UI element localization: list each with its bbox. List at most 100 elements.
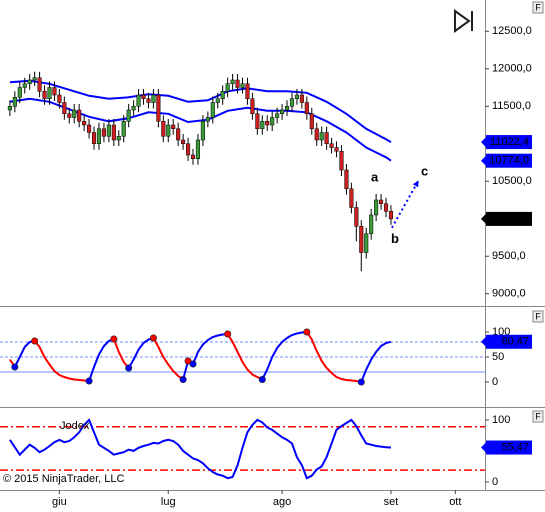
y-tick-label: 100 xyxy=(492,414,510,426)
oscillator-line xyxy=(88,338,115,382)
x-tick-label: giu xyxy=(52,496,67,508)
trough-dot xyxy=(189,360,197,368)
candle-body xyxy=(369,214,374,234)
candle-body xyxy=(324,132,329,144)
oscillator-line xyxy=(192,333,228,365)
annotation: b xyxy=(391,231,399,246)
oscillator-line xyxy=(226,333,263,381)
last-value-pointer xyxy=(481,442,486,453)
peak-dot xyxy=(303,328,311,336)
candle-body xyxy=(101,128,106,137)
candle-body xyxy=(136,94,141,107)
candle-body xyxy=(289,98,295,107)
candle-body xyxy=(205,117,210,122)
trough-dot xyxy=(11,363,19,371)
candle-body xyxy=(329,143,334,148)
candle-body xyxy=(235,79,240,88)
last-value-label: 80,47 xyxy=(501,336,529,348)
candle-body xyxy=(166,124,171,137)
candle-body xyxy=(106,124,111,137)
candle-body xyxy=(260,121,265,129)
candle-body xyxy=(156,94,161,122)
last-value-box xyxy=(486,153,532,168)
candle-body xyxy=(354,207,359,227)
candle-body xyxy=(195,139,201,159)
last-value-pointer xyxy=(481,336,486,347)
candle-body xyxy=(230,79,235,84)
y-tick-label: 0 xyxy=(492,476,498,488)
last-value-label: 9998,0 xyxy=(495,213,529,225)
panel-button-label[interactable]: F xyxy=(535,411,541,421)
candle-body xyxy=(47,87,52,99)
candle-body xyxy=(309,113,314,129)
last-value-box xyxy=(486,211,532,226)
candle-body xyxy=(111,124,116,141)
candle-body xyxy=(270,117,275,126)
last-value-pointer xyxy=(481,137,486,148)
play-button[interactable] xyxy=(454,9,473,33)
candle-body xyxy=(176,128,181,141)
candle-body xyxy=(12,97,17,107)
oscillator-line xyxy=(261,331,307,380)
last-value-box xyxy=(486,334,532,349)
candle-body xyxy=(359,226,364,253)
y-tick-label: 11500,0 xyxy=(492,100,531,112)
candle-body xyxy=(96,128,102,144)
arrow-head xyxy=(412,180,419,188)
x-tick-label: lug xyxy=(161,496,176,508)
trough-dot xyxy=(125,364,133,372)
candle-body xyxy=(294,94,299,99)
panel-button[interactable] xyxy=(532,1,544,14)
y-tick-label: 12000,0 xyxy=(492,63,532,75)
candle-body xyxy=(151,94,156,103)
oscillator-line xyxy=(360,340,392,383)
candle-body xyxy=(146,98,151,103)
candle-body xyxy=(344,169,349,189)
candle-body xyxy=(319,132,324,141)
candle-body xyxy=(7,106,12,111)
panel-button-label[interactable]: F xyxy=(535,2,541,12)
candle-body xyxy=(334,147,339,152)
candle-body xyxy=(250,98,255,114)
y-tick-label: 9000,0 xyxy=(492,288,526,300)
band-line xyxy=(9,79,392,143)
panel-button-label[interactable]: F xyxy=(535,311,541,321)
candle-body xyxy=(383,203,389,212)
last-value-box xyxy=(486,440,532,455)
candle-body xyxy=(121,121,126,137)
peak-dot xyxy=(31,337,39,345)
candle-body xyxy=(161,121,166,137)
candle-body xyxy=(171,124,176,129)
candle-body xyxy=(186,143,191,156)
candle-body xyxy=(374,199,379,216)
candle-body xyxy=(339,151,344,171)
candle-body xyxy=(131,106,136,111)
candle-body xyxy=(42,91,47,99)
candle-body xyxy=(299,94,304,103)
last-value-label: 55,47 xyxy=(501,441,529,453)
panel-button[interactable] xyxy=(532,310,544,323)
candle-body xyxy=(77,109,82,122)
candle-body xyxy=(141,94,146,99)
trough-dot xyxy=(85,377,93,385)
play-icon[interactable] xyxy=(454,9,471,33)
oscillator-line xyxy=(112,338,130,369)
last-value-pointer xyxy=(481,213,486,224)
jodex-line xyxy=(9,418,392,480)
last-value-box xyxy=(486,135,532,150)
candle-body xyxy=(255,113,260,129)
x-tick-label: set xyxy=(384,496,399,508)
candle-body xyxy=(275,113,280,118)
candle-body xyxy=(215,98,220,103)
candle-body xyxy=(72,109,77,118)
y-tick-label: 50 xyxy=(492,351,504,363)
candle-body xyxy=(17,87,22,98)
candle-body xyxy=(52,87,57,96)
trough-dot xyxy=(179,375,187,383)
panel-button[interactable] xyxy=(532,410,544,423)
last-value-label: 10774,0 xyxy=(489,155,529,167)
candle-body xyxy=(62,102,67,114)
candle-body xyxy=(32,77,37,81)
